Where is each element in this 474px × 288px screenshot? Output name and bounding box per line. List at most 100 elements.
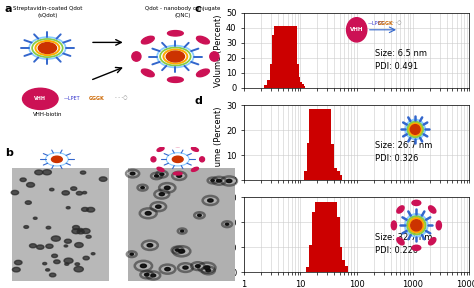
Y-axis label: Volume (Percent): Volume (Percent) bbox=[214, 14, 223, 87]
Circle shape bbox=[81, 171, 86, 174]
Circle shape bbox=[49, 273, 56, 277]
Circle shape bbox=[130, 172, 135, 175]
Circle shape bbox=[72, 229, 81, 234]
Circle shape bbox=[71, 187, 77, 190]
Bar bbox=[312, 144, 334, 180]
Ellipse shape bbox=[173, 172, 182, 175]
Circle shape bbox=[155, 175, 158, 177]
Circle shape bbox=[25, 201, 31, 204]
Circle shape bbox=[130, 253, 134, 255]
Circle shape bbox=[211, 179, 214, 181]
Circle shape bbox=[78, 228, 83, 231]
Circle shape bbox=[73, 226, 80, 230]
Circle shape bbox=[74, 266, 83, 272]
Text: Streptavidin-coated Qdot: Streptavidin-coated Qdot bbox=[13, 6, 82, 11]
Text: a: a bbox=[5, 4, 12, 14]
Bar bbox=[276, 64, 299, 88]
Bar bbox=[318, 217, 340, 272]
Circle shape bbox=[147, 244, 153, 247]
Ellipse shape bbox=[191, 147, 199, 151]
Circle shape bbox=[159, 193, 164, 196]
Bar bbox=[272, 35, 294, 88]
Text: (sQdot): (sQdot) bbox=[37, 13, 57, 18]
Text: Size: 32.7 nm: Size: 32.7 nm bbox=[374, 233, 432, 242]
Circle shape bbox=[52, 156, 62, 162]
Bar bbox=[282, 84, 304, 88]
Circle shape bbox=[35, 170, 43, 175]
Circle shape bbox=[46, 244, 53, 248]
Circle shape bbox=[204, 266, 210, 270]
Bar bbox=[309, 245, 331, 272]
Ellipse shape bbox=[141, 69, 154, 77]
Circle shape bbox=[51, 236, 60, 241]
Bar bbox=[320, 247, 342, 272]
Circle shape bbox=[160, 173, 164, 175]
Text: PDI: 0.326: PDI: 0.326 bbox=[374, 154, 418, 163]
Circle shape bbox=[198, 214, 201, 216]
Circle shape bbox=[50, 188, 54, 191]
Circle shape bbox=[52, 254, 57, 257]
Circle shape bbox=[46, 269, 50, 271]
Circle shape bbox=[151, 274, 155, 277]
Circle shape bbox=[183, 266, 188, 269]
Bar bbox=[323, 260, 345, 272]
Circle shape bbox=[11, 190, 18, 195]
Text: c: c bbox=[195, 4, 201, 14]
Circle shape bbox=[43, 262, 46, 265]
Circle shape bbox=[36, 245, 44, 249]
Text: e: e bbox=[195, 188, 202, 198]
Bar bbox=[270, 64, 292, 88]
Text: Size: 26.7 nm: Size: 26.7 nm bbox=[374, 141, 432, 150]
Circle shape bbox=[12, 267, 20, 272]
Circle shape bbox=[54, 260, 60, 264]
Text: d: d bbox=[195, 96, 202, 106]
Circle shape bbox=[82, 207, 88, 211]
Circle shape bbox=[76, 192, 82, 195]
Text: PDI: 0.491: PDI: 0.491 bbox=[374, 62, 418, 71]
Circle shape bbox=[15, 260, 22, 265]
Bar bbox=[315, 202, 337, 272]
Circle shape bbox=[23, 88, 58, 109]
Text: GGGK: GGGK bbox=[89, 96, 105, 101]
Ellipse shape bbox=[197, 36, 210, 44]
Bar bbox=[280, 82, 302, 88]
Ellipse shape bbox=[157, 167, 164, 171]
Bar bbox=[283, 86, 305, 88]
Circle shape bbox=[87, 207, 95, 212]
Circle shape bbox=[145, 273, 149, 276]
Circle shape bbox=[38, 43, 56, 54]
Circle shape bbox=[75, 263, 80, 266]
Circle shape bbox=[141, 187, 144, 189]
Circle shape bbox=[82, 229, 90, 234]
Text: VHH-biotin: VHH-biotin bbox=[33, 111, 62, 117]
Circle shape bbox=[177, 175, 182, 177]
Circle shape bbox=[140, 264, 146, 268]
Circle shape bbox=[64, 245, 68, 247]
FancyBboxPatch shape bbox=[128, 168, 235, 281]
Circle shape bbox=[86, 235, 91, 238]
Circle shape bbox=[33, 217, 37, 219]
Circle shape bbox=[64, 239, 72, 243]
Circle shape bbox=[165, 268, 170, 271]
Text: b: b bbox=[5, 148, 13, 158]
Ellipse shape bbox=[141, 36, 154, 44]
Circle shape bbox=[65, 263, 69, 265]
Ellipse shape bbox=[132, 52, 141, 61]
Ellipse shape bbox=[167, 77, 183, 82]
Circle shape bbox=[82, 192, 87, 194]
Circle shape bbox=[225, 223, 229, 225]
Circle shape bbox=[175, 249, 180, 251]
Ellipse shape bbox=[151, 157, 156, 162]
Bar bbox=[267, 80, 290, 88]
Circle shape bbox=[62, 191, 69, 195]
Circle shape bbox=[83, 256, 89, 260]
Bar bbox=[326, 266, 348, 272]
Ellipse shape bbox=[210, 52, 219, 61]
Text: —LPET: —LPET bbox=[64, 96, 81, 101]
Circle shape bbox=[77, 230, 84, 234]
Ellipse shape bbox=[197, 69, 210, 77]
Circle shape bbox=[181, 230, 184, 232]
Circle shape bbox=[29, 244, 36, 248]
Bar bbox=[264, 85, 287, 88]
Circle shape bbox=[145, 212, 151, 215]
